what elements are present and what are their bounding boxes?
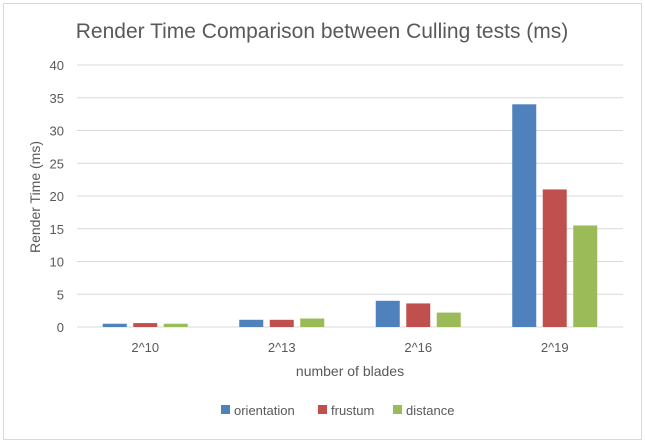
y-tick-label: 25 [50,156,64,171]
y-tick-label: 40 [50,58,64,73]
bar-orientation-2 [239,319,264,327]
chart-title: Render Time Comparison between Culling t… [76,20,569,43]
bars [102,104,598,327]
y-tick-label: 30 [50,124,64,139]
x-tick-label: 2^10 [131,340,159,355]
legend-label-frustum: frustum [331,403,374,418]
legend-label-distance: distance [406,403,454,418]
x-tick-label: 2^16 [404,340,432,355]
x-tick-label: 2^19 [541,340,569,355]
legend-swatch-orientation [221,405,230,414]
bar-distance-1 [163,323,188,327]
y-tick-label: 35 [50,91,64,106]
bar-frustum-2 [269,319,294,327]
legend: orientation frustum distance [221,403,454,418]
y-axis-label: Render Time (ms) [27,141,43,253]
bar-orientation-3 [375,300,400,327]
legend-swatch-frustum [318,405,327,414]
bar-orientation-4 [512,104,537,327]
y-tick-label: 15 [50,222,64,237]
x-tick-label: 2^13 [268,340,296,355]
y-tick-label: 10 [50,255,64,270]
bar-frustum-4 [542,189,567,327]
bar-orientation-1 [102,323,127,327]
y-tick-label: 20 [50,189,64,204]
bar-frustum-1 [133,323,158,327]
x-axis-label: number of blades [296,363,404,379]
y-tick-label: 0 [57,320,64,335]
legend-label-orientation: orientation [234,403,295,418]
bar-distance-2 [300,318,325,327]
x-axis-ticks: 2^10 2^13 2^16 2^19 [131,340,568,355]
y-axis-ticks: 0 5 10 15 20 25 30 35 40 [50,58,64,335]
legend-swatch-distance [393,405,402,414]
bar-frustum-3 [406,303,431,327]
gridlines [77,64,623,295]
bar-distance-3 [436,312,461,327]
bar-distance-4 [573,225,598,327]
y-tick-label: 5 [57,287,64,302]
